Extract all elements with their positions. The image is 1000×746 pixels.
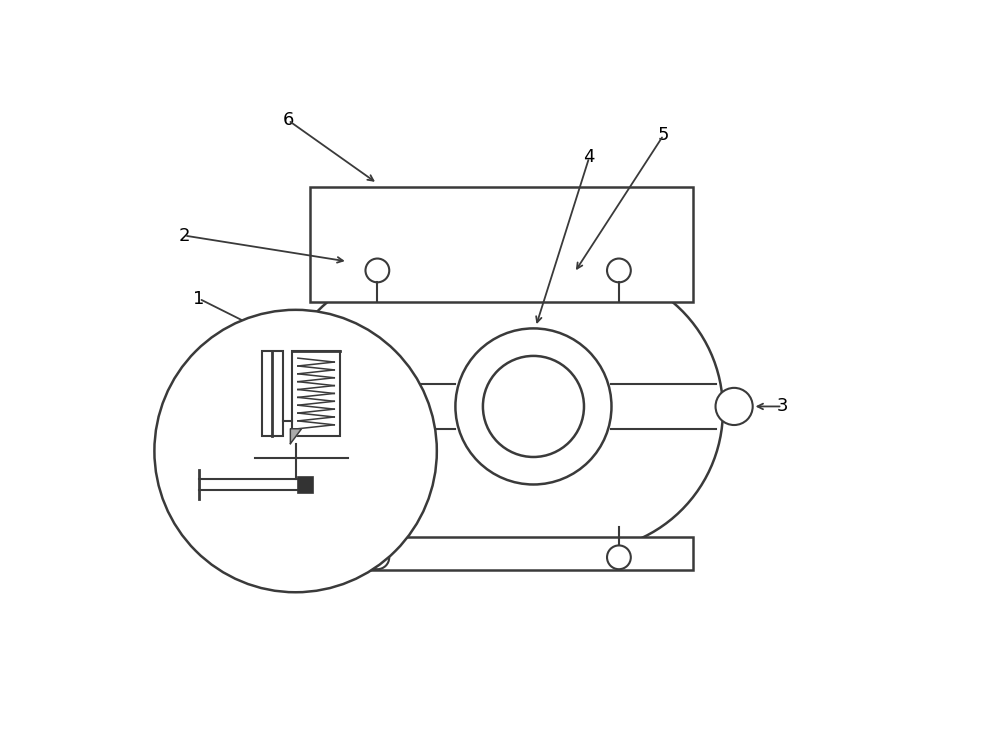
Text: 3: 3: [777, 398, 788, 416]
Circle shape: [365, 259, 389, 282]
Text: 6: 6: [282, 111, 294, 129]
Bar: [262, 351, 283, 436]
Circle shape: [716, 388, 753, 425]
Bar: [310, 536, 693, 570]
Circle shape: [154, 310, 437, 592]
Polygon shape: [277, 269, 723, 551]
Circle shape: [607, 545, 631, 569]
Circle shape: [365, 545, 389, 569]
Circle shape: [483, 356, 584, 457]
Text: 1: 1: [193, 289, 205, 307]
Bar: [292, 351, 340, 436]
Polygon shape: [290, 429, 302, 444]
Text: 2: 2: [178, 227, 190, 245]
Circle shape: [607, 259, 631, 282]
Circle shape: [455, 328, 611, 484]
Text: 4: 4: [583, 148, 595, 166]
Text: 5: 5: [658, 126, 669, 144]
Text: A: A: [173, 394, 185, 412]
Bar: [310, 187, 693, 302]
Bar: [297, 475, 313, 493]
